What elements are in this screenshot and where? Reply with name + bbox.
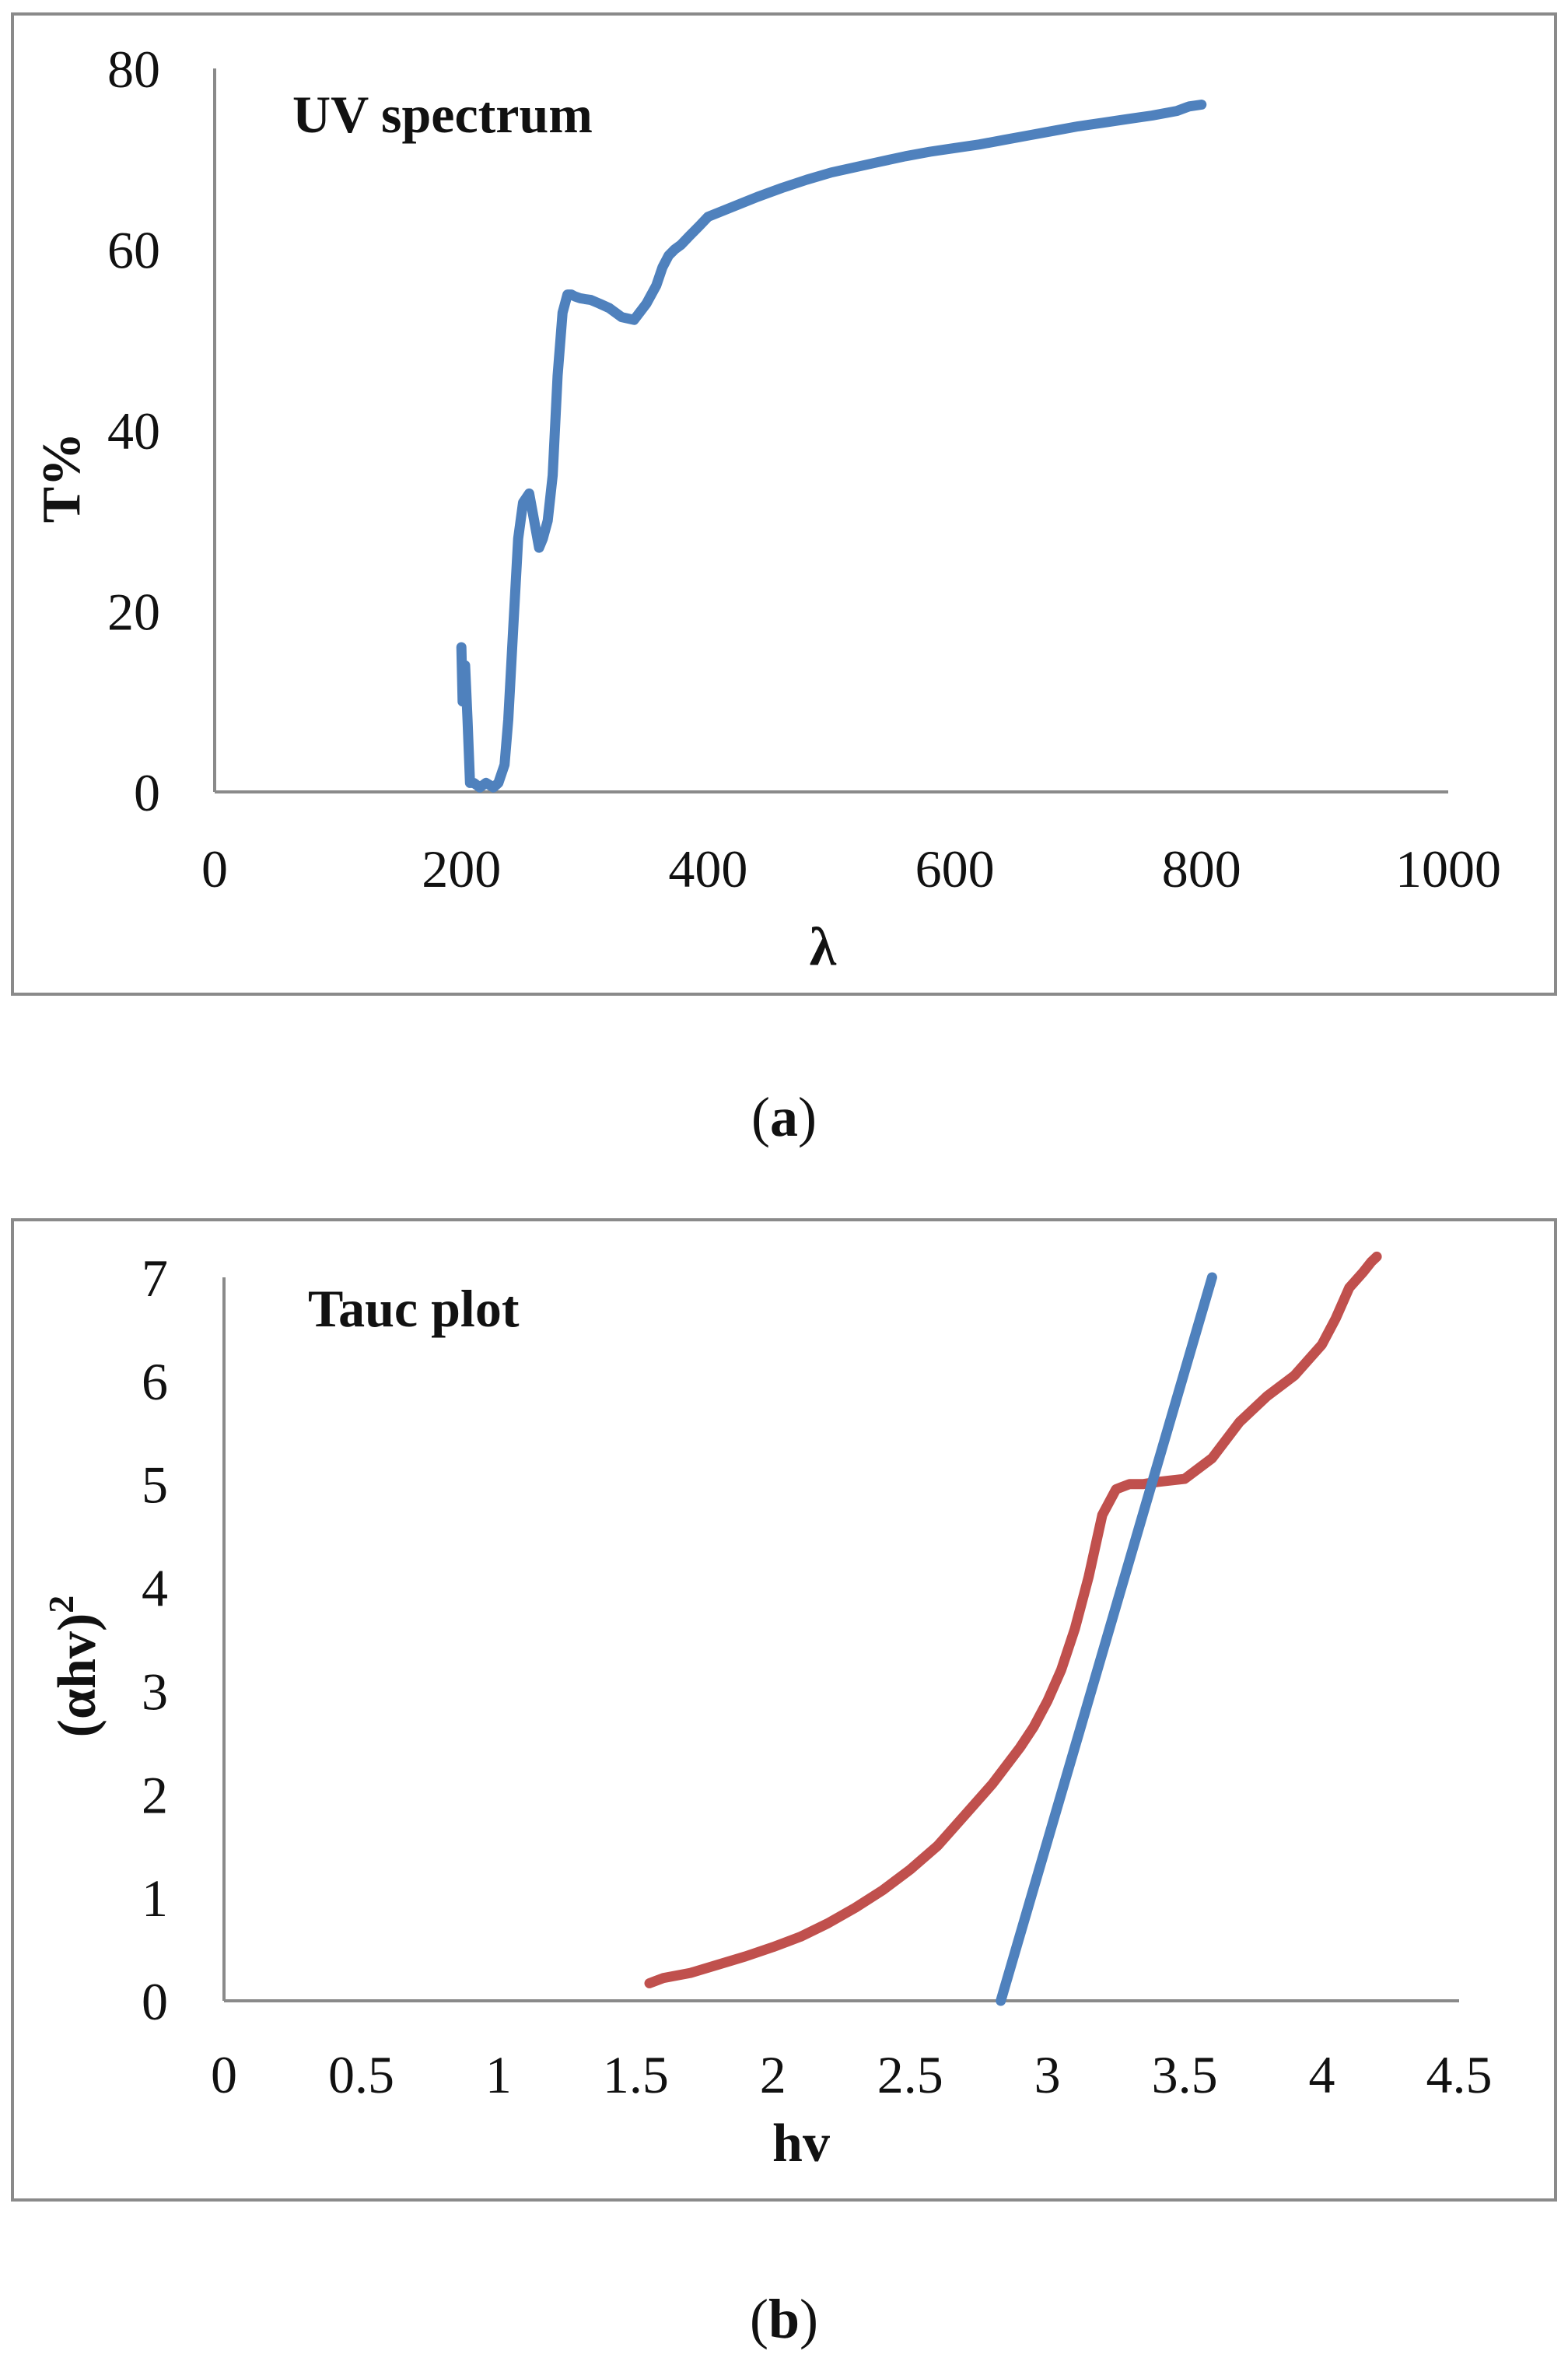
chart-b-x-tick-label: 1 (485, 2045, 512, 2104)
chart-b-x-tick-label: 0.5 (328, 2045, 394, 2104)
panel-b-label: (b) (750, 2288, 818, 2350)
panel-a-label: (a) (751, 1086, 817, 1148)
chart-b-x-tick-label: 4 (1309, 2045, 1335, 2104)
chart-b-y-tick-label: 0 (142, 1972, 168, 2031)
chart-b-x-tick-label: 2 (760, 2045, 786, 2104)
chart-a-y-tick-label: 40 (107, 401, 160, 461)
chart-b-frame (11, 1218, 1557, 2202)
chart-b-series-group (644, 1251, 1382, 2006)
chart-b-x-tick-label: 4.5 (1426, 2045, 1493, 2104)
chart-a-x-tick-label: 200 (422, 839, 501, 899)
chart-b-y-tick-label: 2 (142, 1765, 168, 1824)
chart-a-x-tick-label: 1000 (1395, 839, 1501, 899)
chart-b-x-tick-label: 0 (211, 2045, 237, 2104)
chart-a-y-tick-label: 60 (107, 221, 160, 280)
chart-b-y-axis-title: (αhv)2 (41, 1596, 107, 1738)
chart-b-series-line-2 (996, 1272, 1217, 2006)
chart-b-y-tick-label: 1 (142, 1869, 168, 1928)
chart-a-frame (11, 12, 1557, 996)
chart-b-y-tick-label: 4 (142, 1559, 168, 1618)
chart-a-series-line-1 (456, 100, 1207, 793)
chart-a-title: UV spectrum (292, 85, 593, 144)
panel-b-letter: b (768, 2288, 800, 2350)
chart-b-x-tick-label: 2.5 (877, 2045, 943, 2104)
chart-b-x-tick-label: 1.5 (603, 2045, 669, 2104)
chart-a-y-tick-label: 0 (134, 763, 160, 822)
chart-a-x-tick-label: 800 (1162, 839, 1241, 899)
chart-b-y-tick-label: 3 (142, 1662, 168, 1721)
chart-a-x-tick-labels: 0 200 400 600 800 1000 (201, 839, 1501, 899)
chart-b-x-tick-labels: 0 0.5 1 1.5 2 2.5 3 3.5 4 4.5 (211, 2045, 1493, 2104)
chart-b-y-axis-title-base: (αhv) (47, 1613, 107, 1738)
chart-a-x-axis-title: λ (810, 917, 837, 977)
chart-b-title: Tauc plot (308, 1279, 520, 1338)
chart-b-y-tick-label: 7 (142, 1249, 168, 1308)
chart-a-series-group (456, 100, 1207, 793)
chart-a-y-tick-label: 80 (107, 40, 160, 99)
chart-b-x-axis-title: hv (772, 2114, 830, 2174)
chart-b-y-tick-label: 6 (142, 1352, 168, 1411)
chart-a-y-tick-labels: 0 20 40 60 80 (107, 40, 160, 822)
chart-b-y-tick-labels: 0 1 2 3 4 5 6 7 (142, 1249, 168, 2031)
chart-a-y-tick-label: 20 (107, 583, 160, 642)
chart-b-series-line-1 (644, 1251, 1382, 1988)
chart-a-x-tick-label: 400 (668, 839, 747, 899)
chart-a-x-tick-label: 600 (915, 839, 995, 899)
chart-a-y-axis-title: T% (32, 433, 92, 524)
panel-a-letter: a (770, 1086, 798, 1148)
chart-a-x-tick-label: 0 (201, 839, 228, 899)
chart-b-x-tick-label: 3.5 (1152, 2045, 1218, 2104)
chart-b-y-axis-title-sup: 2 (41, 1596, 81, 1613)
chart-b-x-tick-label: 3 (1034, 2045, 1061, 2104)
chart-b-y-tick-label: 5 (142, 1455, 168, 1515)
